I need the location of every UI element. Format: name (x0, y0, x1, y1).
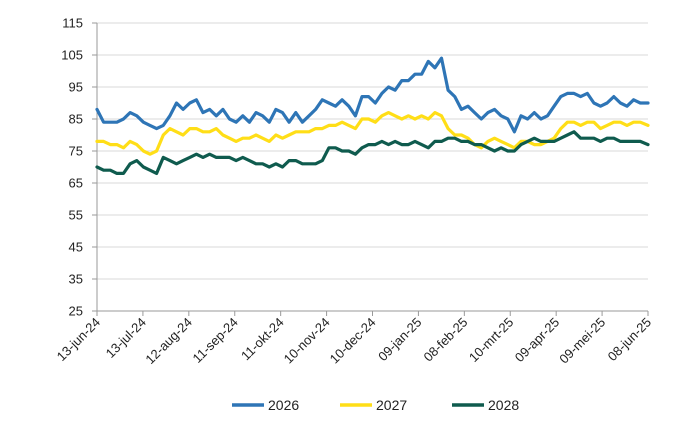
series-line-2027 (95, 110, 650, 156)
series-lines (95, 56, 650, 175)
y-tick-label: 85 (69, 112, 83, 127)
x-tick-labels: 13-jun-24 13-jul-2412-aug-2411-sep-2411-o… (54, 315, 654, 368)
x-tick-label: 13-jun-24 (54, 315, 103, 364)
legend-label-2027: 2027 (376, 397, 407, 413)
y-tick-label: 95 (69, 80, 83, 95)
legend-label-2028: 2028 (488, 397, 519, 413)
y-tick-label: 45 (69, 240, 83, 255)
x-tick-label: 12-aug-24 (142, 315, 195, 368)
y-tick-label: 115 (62, 16, 83, 31)
x-tick-label: 11-sep-24 (190, 315, 241, 366)
x-tick-label: 08-jun-25 (605, 315, 654, 364)
x-tick-label: 10-dec-24 (327, 315, 379, 367)
y-tick-label: 105 (61, 48, 83, 63)
y-tick-label: 65 (69, 176, 83, 191)
y-tick-label: 35 (69, 272, 83, 287)
x-tick-label: 09-mei-25 (556, 315, 608, 367)
y-tick-label: 55 (69, 208, 83, 223)
x-tick-label: 13-jul-24 (103, 315, 149, 361)
y-tick-labels: 25 35 45 55 65 75 85 95 105 115 (61, 16, 83, 319)
legend-label-2026: 2026 (268, 397, 299, 413)
y-tick-label: 25 (69, 304, 83, 319)
x-tick-label: 08-feb-25 (420, 315, 470, 365)
series-line-2028 (95, 130, 650, 175)
x-tick-label: 09-apr-25 (512, 315, 562, 365)
x-tick-label: 10-mrt-25 (466, 315, 516, 365)
y-tick-label: 75 (69, 144, 83, 159)
axes (92, 22, 649, 316)
legend: 2026 2027 2028 (232, 397, 519, 413)
gridlines (97, 22, 648, 280)
series-line-2026 (95, 56, 650, 134)
x-tick-label: 09-jan-25 (375, 315, 424, 364)
x-tick-label: 10-nov-24 (281, 315, 333, 367)
